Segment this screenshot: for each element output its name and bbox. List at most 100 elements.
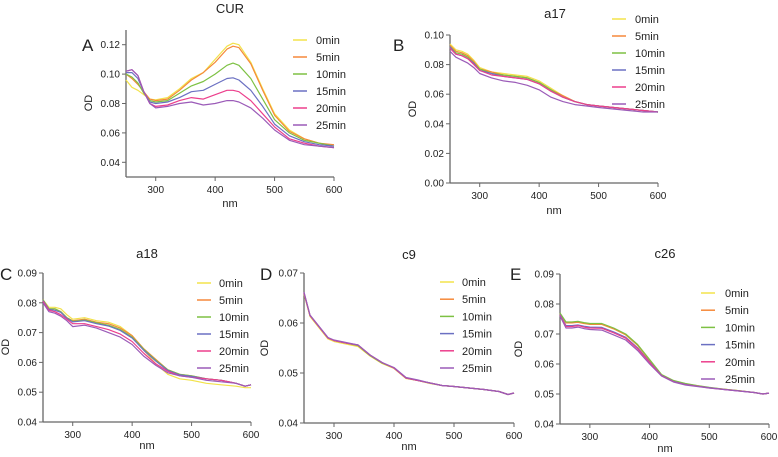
panel-d: c9 D OD nm 0.04 0.05 0.06 0.07 300 400 500 600 0min 5… (259, 247, 523, 453)
x-tick-label: 400 (641, 432, 658, 443)
legend-label: 5min (316, 52, 340, 64)
panel-c: a18 C OD nm 0.04 0.05 0.06 0.07 0.08 0.09 300 400 50… (0, 246, 260, 452)
chart-title: a17 (544, 6, 566, 21)
legend-label: 10min (635, 48, 665, 60)
y-tick-label: 0.08 (425, 60, 445, 71)
legend-label: 5min (725, 305, 749, 317)
y-tick-label: 0.04 (18, 418, 38, 429)
x-tick-label: 300 (326, 431, 343, 442)
x-axis-label: nm (657, 443, 672, 455)
x-tick-label: 500 (701, 432, 718, 443)
panel-label: A (82, 36, 94, 55)
y-tick-label: 0.06 (279, 319, 299, 330)
y-tick-label: 0.02 (425, 149, 445, 160)
legend-label: 5min (219, 295, 243, 307)
series-line-5min (125, 45, 335, 146)
y-axis-label: OD (0, 339, 12, 356)
legend-label: 5min (635, 31, 659, 43)
series-line-5min (449, 44, 659, 113)
legend-label: 15min (316, 86, 346, 98)
y-tick-label: 0.09 (535, 270, 555, 281)
series-line-20min (449, 47, 659, 113)
legend-label: 10min (462, 311, 492, 323)
x-tick-label: 400 (124, 430, 141, 441)
panel-b: a17 B OD nm 0.00 0.02 0.04 0.06 0.08 0.10 300 400 50… (393, 6, 667, 217)
legend-label: 0min (316, 35, 340, 47)
y-tick-label: 0.04 (279, 419, 299, 430)
series-line-10min (449, 46, 659, 113)
x-tick-label: 300 (64, 430, 81, 441)
x-tick-label: 300 (471, 191, 488, 202)
legend-label: 25min (316, 120, 346, 132)
y-tick-label: 0.05 (535, 390, 555, 401)
legend-label: 15min (462, 329, 492, 341)
chart-title: c9 (402, 247, 416, 262)
y-tick-label: 0.04 (535, 420, 555, 431)
x-tick-label: 400 (207, 185, 224, 196)
panel-a: CUR A OD nm 0.04 0.06 0.08 0.10 0.12 300 400 500 600… (82, 1, 346, 210)
y-tick-label: 0.05 (279, 369, 299, 380)
legend-label: 0min (462, 277, 486, 289)
y-tick-label: 0.10 (101, 70, 121, 81)
series-line-20min (42, 300, 252, 387)
y-tick-label: 0.08 (18, 298, 38, 309)
y-tick-label: 0.07 (279, 269, 299, 280)
y-tick-label: 0.07 (18, 328, 38, 339)
x-axis-label: nm (401, 441, 416, 453)
y-tick-label: 0.06 (425, 90, 445, 101)
panel-label: C (0, 265, 12, 284)
y-tick-label: 0.06 (18, 358, 38, 369)
panel-e: c26 E OD nm 0.04 0.05 0.06 0.07 0.08 0.09 300 400 50… (510, 246, 778, 455)
legend-label: 0min (725, 288, 749, 300)
series-line-15min (449, 46, 659, 113)
chart-title: a18 (136, 246, 158, 261)
y-tick-label: 0.04 (425, 119, 445, 130)
series-line-0min (125, 42, 335, 147)
x-tick-label: 400 (531, 191, 548, 202)
x-tick-label: 500 (183, 430, 200, 441)
series-line-10min (125, 62, 335, 147)
series-line-25min (42, 302, 252, 387)
y-axis-label: OD (83, 95, 95, 112)
series-line-25min (449, 50, 658, 113)
legend-label: 15min (725, 340, 755, 352)
y-tick-label: 0.05 (18, 388, 38, 399)
x-axis-label: nm (222, 198, 237, 210)
x-axis-label: nm (139, 440, 154, 452)
legend-label: 25min (635, 99, 665, 111)
y-tick-label: 0.09 (18, 269, 38, 280)
y-tick-label: 0.07 (535, 330, 555, 341)
y-tick-label: 0.10 (425, 31, 445, 42)
legend-label: 20min (316, 103, 346, 115)
x-tick-label: 600 (506, 431, 523, 442)
series-line-0min (303, 293, 515, 396)
x-tick-label: 500 (266, 185, 283, 196)
legend-label: 25min (462, 363, 492, 375)
legend-label: 10min (725, 322, 755, 334)
series-line-25min (303, 291, 515, 396)
x-tick-label: 400 (386, 431, 403, 442)
x-tick-label: 300 (582, 432, 599, 443)
y-tick-label: 0.06 (535, 360, 555, 371)
legend-label: 5min (462, 294, 486, 306)
y-axis-label: OD (259, 340, 271, 357)
legend-label: 25min (219, 363, 249, 375)
series-line-25min (559, 315, 770, 395)
x-tick-label: 600 (326, 185, 343, 196)
series-line-25min (125, 69, 335, 149)
y-tick-label: 0.00 (425, 179, 445, 190)
y-tick-label: 0.12 (101, 40, 121, 51)
legend-label: 20min (462, 346, 492, 358)
x-axis-label: nm (546, 205, 561, 217)
x-tick-label: 600 (761, 432, 778, 443)
y-tick-label: 0.04 (101, 158, 121, 169)
legend-label: 10min (316, 69, 346, 81)
panel-label: B (393, 36, 404, 55)
legend-label: 20min (635, 82, 665, 94)
chart-title: CUR (216, 1, 244, 16)
panel-label: E (510, 265, 521, 284)
legend-label: 20min (219, 346, 249, 358)
x-tick-label: 500 (446, 431, 463, 442)
